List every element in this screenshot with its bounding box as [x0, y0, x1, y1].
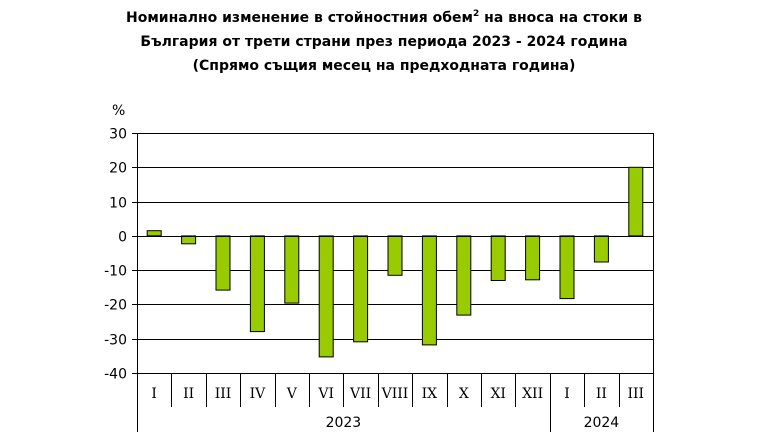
chart-title-line-1: Номинално изменение в стойностния обем2 …: [0, 6, 768, 30]
chart-title-part-2: на вноса на стоки в: [479, 10, 642, 26]
y-tick-label: -10: [104, 264, 127, 280]
x-category-label: X: [459, 386, 469, 402]
x-category-label: V: [286, 386, 298, 402]
y-tick-label: 30: [109, 127, 127, 143]
bar-x-10: [456, 235, 472, 316]
bar-viii-8: [387, 235, 403, 276]
chart-title-line-2: България от трети страни през периода 20…: [140, 34, 628, 50]
bar-ii-14: [593, 235, 609, 263]
x-category-label: III: [628, 386, 645, 402]
x-category-label: VI: [317, 386, 334, 402]
bar-vii-7: [353, 235, 369, 343]
plot-area-border: [137, 133, 654, 374]
y-tick-label: 10: [109, 196, 127, 212]
bar-v-5: [284, 235, 300, 304]
bar-iii-3: [215, 235, 231, 291]
x-category-label: I: [564, 386, 570, 402]
chart-title-footnote-mark: 2: [473, 9, 480, 19]
bar-ii-2: [181, 235, 197, 245]
bar-iv-4: [249, 235, 265, 333]
bar-ix-9: [421, 235, 437, 346]
chart-subtitle: (Спрямо същия месец на предходната годин…: [192, 58, 576, 74]
x-category-label: XI: [490, 386, 506, 402]
x-category-label: I: [151, 386, 157, 402]
bar-i-13: [559, 235, 575, 300]
bar-xi-11: [490, 235, 506, 281]
chart-title-block: Номинално изменение в стойностния обем2 …: [0, 6, 768, 78]
x-category-label: VIII: [381, 386, 409, 402]
y-tick-label: 20: [109, 161, 127, 177]
bar-xii-12: [525, 235, 541, 281]
x-category-label: III: [215, 386, 232, 402]
x-category-label: VII: [349, 386, 371, 402]
bar-i-1: [146, 230, 162, 237]
y-tick-label: -30: [104, 333, 127, 349]
bar-vi-6: [318, 235, 334, 358]
bars: [146, 166, 644, 358]
x-group-label: 2024: [584, 415, 620, 431]
y-tick-label: 0: [118, 230, 127, 246]
x-group-label: 2023: [326, 415, 362, 431]
y-axis-label: %: [112, 103, 125, 119]
chart-title-part-1: Номинално изменение в стойностния обем: [126, 10, 473, 26]
y-tick-label: -40: [104, 367, 127, 383]
y-tick-labels: 30 20 10 0 -10 -20 -30 -40: [104, 127, 127, 383]
x-category-label: IX: [422, 386, 438, 402]
y-tick-label: -20: [104, 298, 127, 314]
bar-iii-15: [628, 166, 644, 237]
x-category-label: XII: [522, 386, 543, 402]
axes: [132, 133, 654, 432]
x-category-label: IV: [250, 386, 267, 402]
x-category-label: II: [183, 386, 194, 402]
x-category-label: II: [596, 386, 607, 402]
